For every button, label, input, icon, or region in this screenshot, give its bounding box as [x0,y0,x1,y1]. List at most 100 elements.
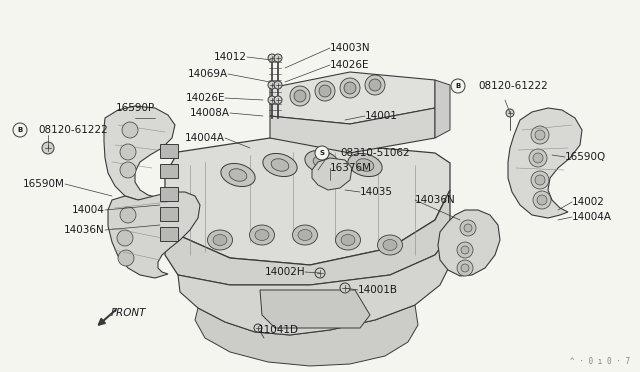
Bar [160,144,178,158]
Circle shape [535,175,545,185]
Circle shape [315,268,325,278]
Ellipse shape [341,234,355,246]
Text: 14008A: 14008A [190,108,230,118]
Polygon shape [195,305,418,366]
Circle shape [254,324,262,332]
Ellipse shape [263,153,297,177]
Polygon shape [508,108,582,218]
Polygon shape [260,290,370,328]
Text: S: S [319,150,324,156]
Circle shape [120,144,136,160]
Circle shape [118,250,134,266]
Text: 14002: 14002 [572,197,605,207]
Circle shape [461,264,469,272]
Ellipse shape [271,159,289,171]
Circle shape [533,153,543,163]
Ellipse shape [305,150,339,174]
Circle shape [531,171,549,189]
Text: B: B [17,127,22,133]
Circle shape [340,283,350,293]
Circle shape [369,79,381,91]
Circle shape [457,260,473,276]
Ellipse shape [229,169,247,181]
Circle shape [274,81,282,89]
Bar [160,207,178,221]
Circle shape [535,130,545,140]
Polygon shape [165,138,450,265]
Circle shape [274,96,282,104]
Text: 14003N: 14003N [330,43,371,53]
Circle shape [120,162,136,178]
Text: 14012: 14012 [214,52,247,62]
Text: 16590P: 16590P [115,103,155,113]
Circle shape [268,96,276,104]
Text: 14001: 14001 [365,111,398,121]
Circle shape [122,122,138,138]
Circle shape [120,207,136,223]
Circle shape [461,246,469,254]
Polygon shape [435,80,450,138]
Circle shape [268,54,276,62]
Text: 14001B: 14001B [358,285,398,295]
Circle shape [13,123,27,137]
Circle shape [268,81,276,89]
Ellipse shape [383,240,397,250]
Text: 14004A: 14004A [572,212,612,222]
Bar [160,187,178,201]
Circle shape [460,220,476,236]
Circle shape [457,242,473,258]
Ellipse shape [335,230,360,250]
Ellipse shape [348,153,382,177]
Text: 14004: 14004 [72,205,105,215]
Circle shape [344,82,356,94]
Circle shape [315,146,329,160]
Polygon shape [178,235,450,335]
Text: B: B [456,83,461,89]
Text: 14026E: 14026E [330,60,369,70]
Circle shape [340,78,360,98]
Circle shape [531,126,549,144]
Circle shape [294,90,306,102]
Circle shape [533,191,551,209]
Circle shape [365,75,385,95]
Circle shape [117,230,133,246]
Text: 14036N: 14036N [415,195,456,205]
Text: 08120-61222: 08120-61222 [478,81,548,91]
Circle shape [537,195,547,205]
Text: 08310-51062: 08310-51062 [340,148,410,158]
Circle shape [464,224,472,232]
Polygon shape [108,192,200,278]
Circle shape [451,79,465,93]
Circle shape [290,86,310,106]
Bar [160,164,178,178]
Ellipse shape [313,156,331,168]
Ellipse shape [356,159,374,171]
Ellipse shape [298,230,312,241]
Ellipse shape [221,163,255,186]
Text: 14026E: 14026E [186,93,225,103]
Polygon shape [104,106,175,200]
Circle shape [529,149,547,167]
Polygon shape [270,108,435,153]
Circle shape [315,81,335,101]
Polygon shape [438,210,500,276]
Circle shape [506,109,514,117]
Ellipse shape [255,230,269,241]
Text: 14004A: 14004A [185,133,225,143]
Text: 14035: 14035 [360,187,393,197]
Circle shape [42,142,54,154]
Ellipse shape [213,234,227,246]
Text: 08120-61222: 08120-61222 [38,125,108,135]
Polygon shape [312,158,352,190]
Text: 14069A: 14069A [188,69,228,79]
Polygon shape [165,190,450,285]
Polygon shape [270,72,435,124]
Text: 16590Q: 16590Q [565,152,606,162]
Text: FRONT: FRONT [110,308,146,318]
Ellipse shape [250,225,275,245]
Ellipse shape [378,235,403,255]
Text: 11041D: 11041D [258,325,299,335]
Ellipse shape [292,225,317,245]
Text: 16376M: 16376M [330,163,372,173]
Bar [160,227,178,241]
